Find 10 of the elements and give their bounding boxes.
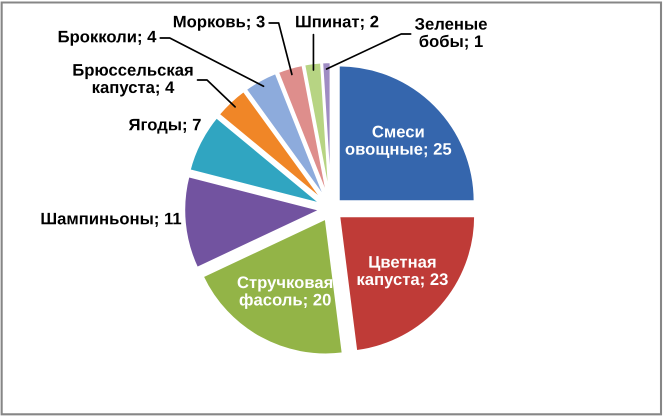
slice-label: Брокколи; 4 <box>58 30 156 46</box>
slice-label: Шампиньоны; 11 <box>41 212 182 227</box>
slice-label: Морковь; 3 <box>174 16 265 31</box>
slice-label: Стручковая фасоль; 20 <box>238 276 332 309</box>
slice-label: Смеси овощные; 25 <box>346 126 452 158</box>
slice-label: Шпинат; 2 <box>296 16 378 30</box>
slice-label: Брюссельская капуста; 4 <box>73 64 193 96</box>
slice-label: Ягоды; 7 <box>128 118 201 134</box>
slice-label: Цветная капуста; 23 <box>358 256 448 288</box>
slice-label: Зеленые бобы; 1 <box>414 18 487 50</box>
